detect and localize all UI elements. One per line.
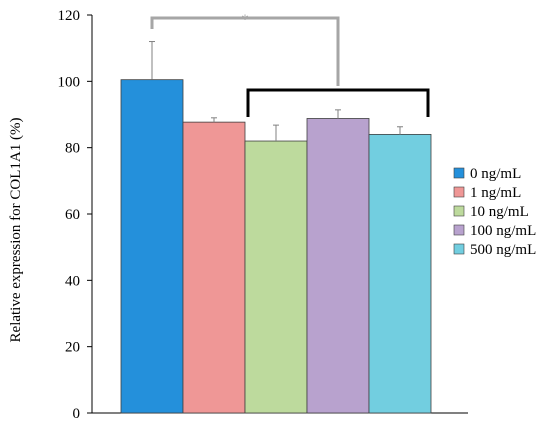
legend: 0 ng/mL 1 ng/mL 10 ng/mL 100 ng/mL 500 ng/mL xyxy=(453,166,536,258)
error-bars xyxy=(149,41,403,142)
y-tick-label: 20 xyxy=(65,340,80,356)
y-tick-label: 80 xyxy=(65,141,80,157)
legend-label: 0 ng/mL xyxy=(470,166,521,182)
bar xyxy=(368,133,432,414)
legend-swatch xyxy=(453,243,465,255)
y-axis: 0 20 40 60 80 100 120 xyxy=(58,8,93,422)
legend-label: 1 ng/mL xyxy=(470,185,521,201)
bar xyxy=(182,121,246,414)
y-tick-label: 60 xyxy=(65,207,80,223)
bars xyxy=(120,79,432,414)
legend-swatch xyxy=(453,224,465,236)
y-tick-label: 100 xyxy=(58,74,81,90)
y-axis-label: Relative expression for COL1A1 (%) xyxy=(8,118,24,343)
significance-star: * xyxy=(241,12,249,28)
legend-swatch xyxy=(453,167,465,179)
y-tick-label: 40 xyxy=(65,273,80,289)
legend-swatch xyxy=(453,205,465,217)
bar xyxy=(244,140,308,414)
y-tick-label: 120 xyxy=(58,8,81,24)
y-tick-label: 0 xyxy=(73,406,81,422)
bar xyxy=(120,79,184,414)
significance-annotation: * xyxy=(150,12,430,117)
legend-label: 500 ng/mL xyxy=(470,242,536,258)
legend-swatch xyxy=(453,186,465,198)
legend-label: 10 ng/mL xyxy=(470,204,529,220)
legend-label: 100 ng/mL xyxy=(470,223,536,239)
group-bracket xyxy=(246,88,430,117)
significance-bracket xyxy=(150,16,340,86)
bar xyxy=(306,118,370,414)
